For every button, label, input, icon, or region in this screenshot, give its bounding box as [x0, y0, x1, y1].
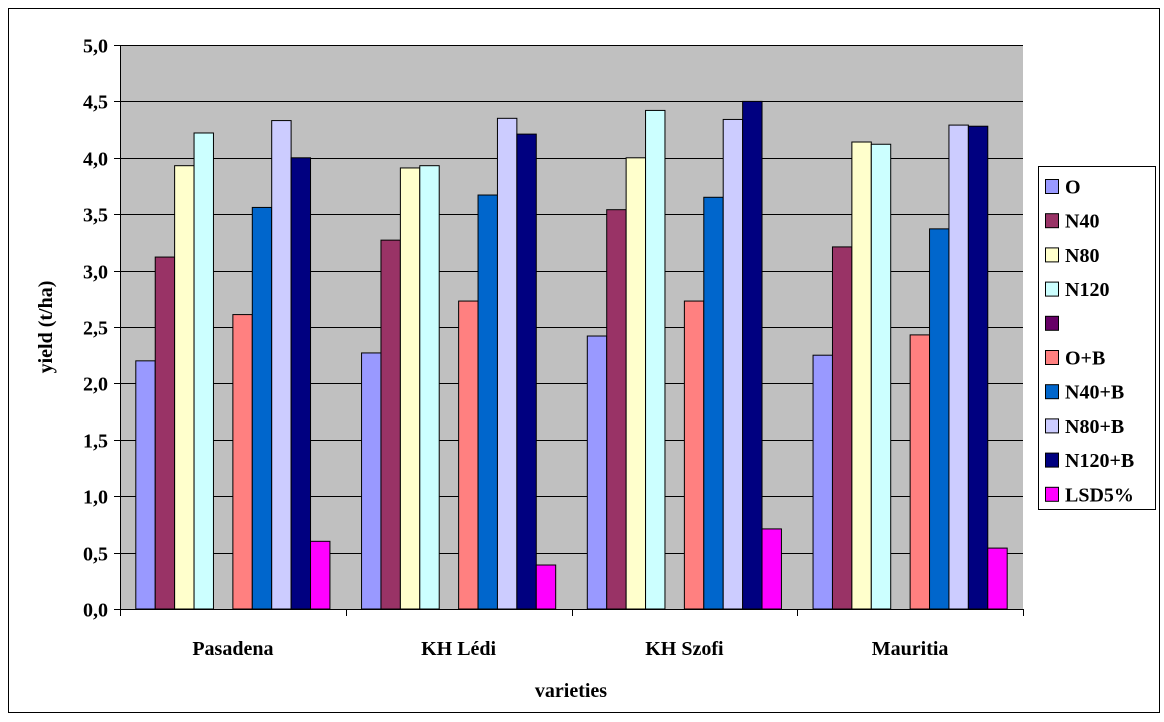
y-tick-label: 1,5	[83, 431, 108, 453]
bar	[851, 141, 872, 610]
legend-swatch	[1045, 452, 1059, 468]
legend-label: N120+B	[1065, 450, 1134, 472]
bar	[761, 528, 782, 610]
legend-label: N120	[1065, 279, 1109, 301]
bar	[625, 157, 647, 610]
legend-swatch	[1045, 247, 1059, 263]
bar	[948, 124, 969, 610]
legend-label: N80	[1065, 245, 1099, 267]
legend-swatch	[1045, 179, 1059, 194]
y-tick-label: 0,0	[83, 600, 108, 622]
bar	[516, 133, 537, 610]
bar	[870, 143, 892, 610]
legend-swatch	[1045, 315, 1059, 331]
legend-swatch	[1045, 384, 1059, 400]
x-tick-label: Pasadena	[192, 638, 273, 660]
legend-swatch	[1045, 486, 1059, 502]
bar	[193, 132, 214, 610]
bar	[135, 360, 156, 610]
bar	[812, 354, 833, 610]
bar	[831, 246, 853, 610]
bar	[251, 206, 273, 610]
bar	[909, 334, 931, 610]
y-tick-label: 4,5	[83, 92, 108, 114]
axes	[114, 45, 1024, 616]
y-tick-label: 1,0	[83, 487, 108, 509]
y-tick-label: 0,5	[83, 544, 108, 566]
bar	[290, 157, 312, 610]
y-tick-label: 3,0	[83, 262, 108, 284]
bar	[987, 547, 1008, 610]
bar	[683, 300, 705, 610]
bar	[271, 120, 292, 610]
y-tick-label: 3,5	[83, 205, 108, 227]
bar	[535, 564, 557, 610]
bar	[606, 209, 627, 610]
y-tick-label: 4,0	[83, 149, 108, 171]
y-tick-label: 5,0	[83, 36, 108, 58]
legend-label: N80+B	[1065, 416, 1124, 438]
bar	[154, 256, 176, 610]
bar	[174, 165, 195, 610]
x-tick-labels: Pasadena KH Lédi KH Szofi Mauritia	[192, 638, 948, 660]
legend-swatch	[1045, 350, 1059, 365]
legend-label: N40	[1065, 211, 1099, 233]
bar	[967, 125, 989, 610]
bar	[929, 228, 950, 610]
legend-label: O	[1065, 177, 1081, 199]
bar	[232, 314, 253, 610]
bar	[380, 239, 401, 610]
bar	[703, 196, 724, 610]
x-tick-label: KH Lédi	[421, 638, 496, 660]
bar	[586, 335, 608, 610]
legend-swatch	[1045, 213, 1059, 229]
x-axis-label: varieties	[535, 680, 607, 702]
y-axis-label: yield (t/ha)	[35, 281, 57, 374]
bar	[645, 109, 666, 610]
legend-label: N40+B	[1065, 382, 1124, 404]
bar	[310, 540, 331, 610]
bar	[496, 117, 518, 610]
bar	[722, 118, 744, 610]
bar	[399, 167, 421, 610]
y-tick-label: 2,0	[83, 374, 108, 396]
legend-label: LSD5%	[1065, 484, 1134, 506]
x-tick-label: Mauritia	[872, 638, 949, 660]
bar	[477, 194, 498, 610]
y-tick-label: 2,5	[83, 318, 108, 340]
legend: O N40 N80 N120 O+B N40+B N80+B N120+B LSD5%	[1038, 166, 1156, 510]
y-tick-labels: 0,0 0,5 1,0 1,5 2,0 2,5 3,0 3,5 4,0 4,5 5,0	[83, 36, 108, 622]
legend-swatch	[1045, 281, 1059, 297]
bars	[135, 100, 1008, 610]
bar	[419, 165, 440, 610]
bar	[742, 100, 763, 610]
x-tick-label: KH Szofi	[645, 638, 724, 660]
legend-swatch	[1045, 418, 1059, 434]
legend-label: O+B	[1065, 348, 1105, 370]
bar	[361, 352, 382, 610]
bar	[458, 300, 479, 610]
